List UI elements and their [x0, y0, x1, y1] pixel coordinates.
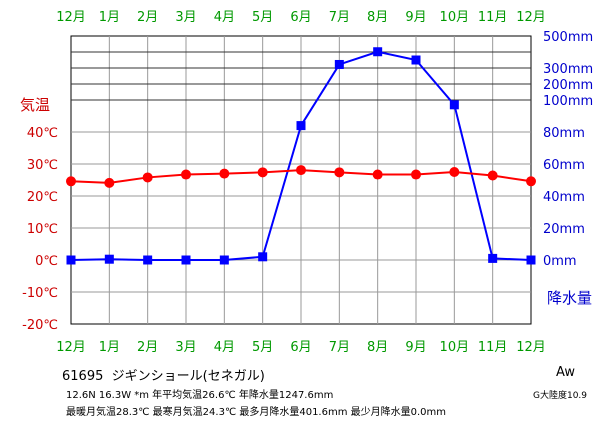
month-label-top: 3月 [175, 10, 196, 25]
temperature-marker [526, 176, 536, 187]
precipitation-axis-label: 降水量 [547, 289, 592, 307]
month-label-top: 12月 [56, 10, 86, 25]
station-id: 61695 [62, 369, 104, 384]
precipitation-marker [104, 254, 114, 264]
temperature-marker [219, 168, 230, 179]
month-label-bottom: 3月 [175, 340, 196, 355]
month-label-top: 2月 [137, 10, 158, 25]
precipitation-tick-label: 300mm [543, 62, 593, 77]
month-label-bottom: 11月 [478, 340, 508, 355]
month-label-bottom: 2月 [137, 340, 158, 355]
temperature-tick-label: -10℃ [22, 286, 58, 301]
temperature-marker [104, 177, 115, 188]
month-label-bottom: 12月 [516, 340, 546, 355]
temperature-tick-label: 0℃ [35, 254, 58, 269]
continentality: G大陸度10.9 [533, 391, 588, 401]
climate-class: Aw [556, 365, 575, 380]
station-title: 61695 ジギンショール(セネガル) [62, 365, 265, 384]
precipitation-tick-label: 0mm [543, 254, 577, 269]
precipitation-tick-label: 200mm [543, 78, 593, 93]
precipitation-marker [373, 47, 383, 57]
temperature-marker [142, 172, 153, 183]
temperature-marker [334, 167, 345, 178]
precipitation-marker [66, 255, 76, 265]
temperature-tick-label: -20℃ [22, 318, 58, 333]
month-label-top: 5月 [252, 10, 273, 25]
temperature-marker [296, 165, 306, 176]
climate-chart: 12月 1月 2月 3月 4月 5月 6月 7月 8月 9月 10月 11月 12月 12月 1月 2月 3月… [20, 10, 593, 355]
precipitation-marker [181, 255, 191, 265]
month-label-bottom: 5月 [252, 340, 273, 355]
month-label-top: 1月 [99, 10, 120, 25]
month-label-bottom: 1月 [99, 340, 120, 355]
precipitation-marker [334, 59, 344, 69]
month-label-bottom: 10月 [440, 340, 470, 355]
precipitation-marker [143, 255, 153, 265]
precipitation-tick-label: 40mm [543, 190, 585, 205]
temperature-axis: 40℃ 30℃ 20℃ 10℃ 0℃ -10℃ -20℃ [22, 126, 58, 333]
precipitation-marker [219, 255, 229, 265]
month-label-bottom: 4月 [214, 340, 235, 355]
month-label-top: 8月 [367, 10, 388, 25]
temperature-tick-label: 30℃ [27, 158, 58, 173]
month-label-bottom: 7月 [329, 340, 350, 355]
month-label-top: 4月 [214, 10, 235, 25]
month-label-top: 7月 [329, 10, 350, 25]
precipitation-marker [296, 121, 306, 131]
temperature-marker [372, 169, 383, 180]
month-axis-bottom: 12月 1月 2月 3月 4月 5月 6月 7月 8月 9月 10月 11月 12月 [56, 340, 546, 355]
precipitation-marker [411, 55, 421, 65]
temperature-tick-label: 40℃ [27, 126, 58, 141]
precipitation-axis: 500mm 300mm 100mm 80mm 60mm 40mm 20mm 0mm 200mm [543, 30, 593, 269]
station-stats-line1: 12.6N 16.3W *m 年平均気温26.6℃ 年降水量1247.6mm [66, 390, 334, 401]
month-label-bottom: 9月 [405, 340, 426, 355]
temperature-marker [487, 170, 498, 181]
month-label-top: 6月 [290, 10, 311, 25]
station-stats-line2: 最暖月気温28.3℃ 最寒月気温24.3℃ 最多月降水量401.6mm 最少月降… [66, 407, 447, 418]
series-layer [66, 47, 536, 265]
temperature-marker [66, 176, 76, 187]
month-label-top: 12月 [516, 10, 546, 25]
precipitation-marker [488, 253, 498, 263]
month-label-bottom: 6月 [290, 340, 311, 355]
month-label-bottom: 8月 [367, 340, 388, 355]
month-label-top: 11月 [478, 10, 508, 25]
month-axis-top: 12月 1月 2月 3月 4月 5月 6月 7月 8月 9月 10月 11月 12月 [56, 10, 546, 25]
precipitation-marker [258, 252, 268, 262]
temperature-marker [257, 167, 268, 178]
month-label-top: 10月 [440, 10, 470, 25]
precipitation-tick-label: 80mm [543, 126, 585, 141]
temperature-tick-label: 10℃ [27, 222, 58, 237]
month-label-bottom: 12月 [56, 340, 86, 355]
precipitation-tick-label: 500mm [543, 30, 593, 45]
temperature-marker [449, 167, 460, 177]
temperature-marker [411, 169, 421, 180]
month-label-top: 9月 [405, 10, 426, 25]
temperature-axis-label: 気温 [20, 96, 50, 114]
chart-grid [70, 35, 532, 325]
temperature-marker [181, 169, 191, 180]
temperature-tick-label: 20℃ [27, 190, 58, 205]
precipitation-tick-label: 100mm [543, 94, 593, 109]
precipitation-tick-label: 20mm [543, 222, 585, 237]
precipitation-marker [449, 100, 459, 110]
station-name: ジギンショール(セネガル) [111, 369, 265, 384]
precipitation-marker [526, 255, 536, 265]
precipitation-tick-label: 60mm [543, 158, 585, 173]
